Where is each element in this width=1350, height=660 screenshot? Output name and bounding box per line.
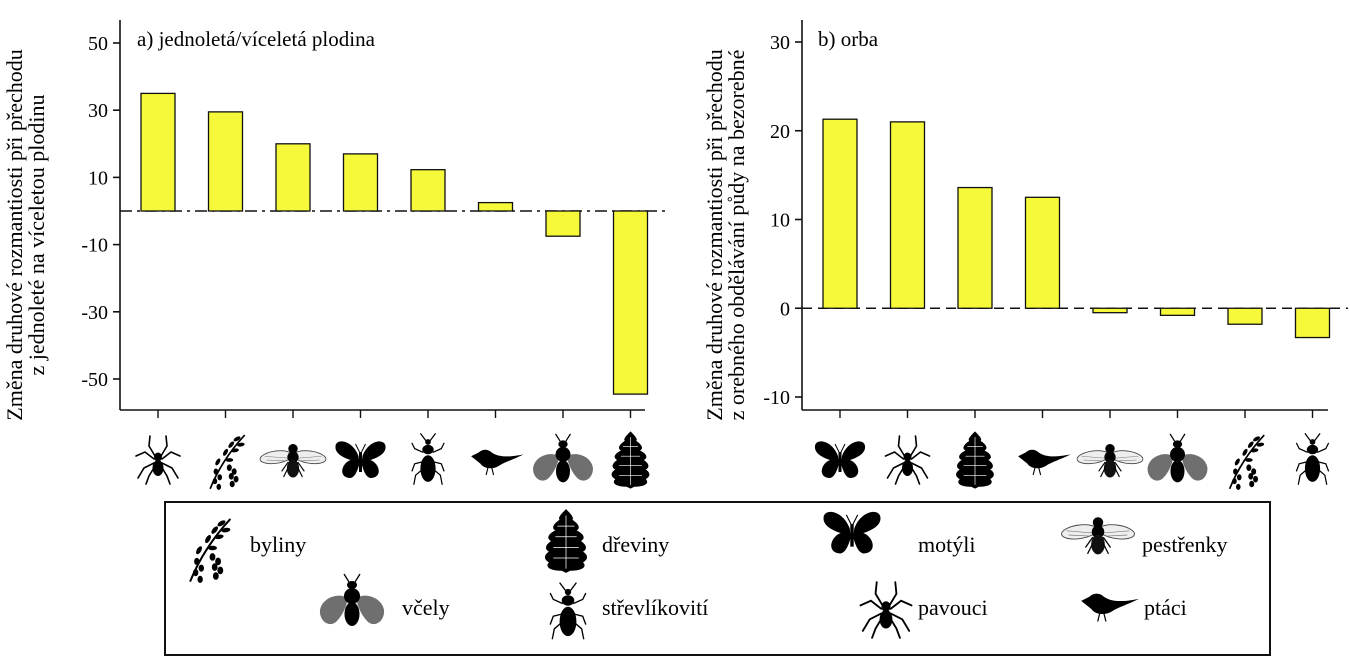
bar (1024, 196, 1061, 309)
legend-label: ptáci (1144, 595, 1187, 620)
y-tick-label: 20 (770, 121, 790, 143)
spider-icon (884, 435, 931, 485)
butterfly-icon (814, 440, 866, 479)
y-tick-label: -10 (763, 387, 790, 409)
legend-label: motýli (918, 532, 975, 557)
bee-icon (1146, 433, 1209, 484)
panel-a-chart: Změna druhové rozmantiosti při přechoduz… (2, 20, 665, 491)
bird-icon (1080, 593, 1140, 623)
legend-label: pavouci (918, 595, 988, 620)
butterfly-icon (334, 440, 387, 479)
y-axis-label-line: z jednoleté na víceletou plodinu (24, 94, 49, 375)
herb-icon (189, 517, 232, 584)
legend: byliny dřeviny motýli pestřenky včely střevlí… (189, 508, 1228, 640)
butterfly-icon (822, 511, 882, 555)
tree-icon (611, 431, 650, 489)
beetle-icon (549, 581, 587, 640)
beetle-icon (1295, 432, 1330, 486)
legend-label: dřeviny (602, 532, 669, 557)
legend-box (164, 501, 1271, 656)
spider-icon (135, 435, 181, 485)
bar (342, 153, 379, 212)
bird-icon (470, 449, 525, 476)
bar (140, 92, 176, 212)
legend-label: byliny (250, 532, 306, 557)
y-axis-label-line: z orebného obdělávání půdy na bezorebné (724, 50, 749, 421)
bar (889, 121, 926, 309)
y-tick-label: -30 (81, 302, 108, 324)
bar (207, 111, 244, 212)
bar (275, 143, 311, 212)
y-tick-label: 30 (770, 32, 790, 54)
bar (1092, 307, 1128, 314)
beetle-icon (411, 432, 445, 486)
bar (545, 210, 581, 237)
bird-icon (1017, 449, 1072, 476)
bee-icon (319, 573, 385, 627)
bar (477, 201, 514, 212)
y-tick-label: -50 (81, 369, 108, 391)
hoverfly-icon (1076, 443, 1144, 479)
y-tick-label: 30 (88, 100, 108, 122)
legend-label: pestřenky (1142, 532, 1228, 557)
herb-icon (209, 434, 246, 491)
legend-label: včely (402, 595, 450, 620)
y-tick-label: -10 (81, 235, 108, 257)
panel-title: b) orba (818, 27, 879, 51)
herb-icon (1228, 434, 1266, 491)
panel-title: a) jednoletá/víceletá plodina (137, 27, 376, 51)
y-tick-label: 0 (780, 298, 790, 320)
panel-b-chart: Změna druhové rozmantiosti při přechoduz… (702, 20, 1348, 491)
y-tick-label: 10 (88, 167, 108, 189)
tree-icon (955, 431, 995, 489)
hoverfly-icon (259, 443, 327, 479)
bar (822, 118, 858, 309)
bar (957, 186, 993, 309)
y-tick-label: 50 (88, 33, 108, 55)
spider-icon (859, 581, 913, 639)
y-axis-label-line: Změna druhové rozmantiosti při přechodu (2, 49, 27, 420)
bee-icon (532, 433, 594, 484)
y-axis-label-line: Změna druhové rozmantiosti při přechodu (702, 49, 727, 420)
bar (1294, 307, 1331, 339)
y-tick-label: 10 (770, 210, 790, 232)
bar (612, 210, 649, 395)
bar (1227, 307, 1263, 325)
legend-label: střevlíkovití (602, 595, 708, 620)
bar (410, 169, 446, 212)
bar (1159, 307, 1196, 316)
tree-icon (544, 508, 588, 574)
hoverfly-icon (1060, 516, 1136, 555)
